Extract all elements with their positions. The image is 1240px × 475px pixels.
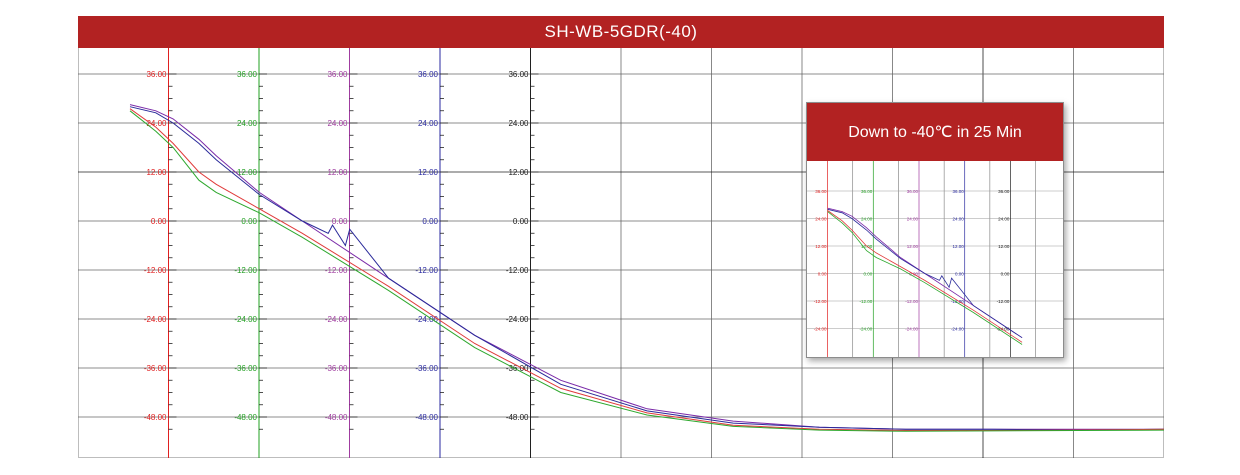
y-tick-label: -24.00 <box>234 315 257 324</box>
y-tick-label: -36.00 <box>415 364 438 373</box>
inset-y-tick-label: -12.00 <box>814 299 827 304</box>
y-tick-label: 36.00 <box>418 70 439 79</box>
inset-y-tick-label: 12.00 <box>952 244 964 249</box>
y-tick-label: -24.00 <box>325 315 348 324</box>
y-tick-label: 36.00 <box>237 70 258 79</box>
y-tick-label: -36.00 <box>325 364 348 373</box>
y-tick-label: -24.00 <box>506 315 529 324</box>
inset-y-tick-label: 0.00 <box>818 272 827 277</box>
y-tick-label: -36.00 <box>144 364 167 373</box>
y-tick-label: 24.00 <box>146 119 167 128</box>
inset-series-line <box>827 211 1023 345</box>
y-tick-label: 12.00 <box>418 168 439 177</box>
inset-series-line <box>827 208 1023 339</box>
inset-y-tick-label: 12.00 <box>907 244 919 249</box>
series-line <box>129 110 1164 432</box>
inset-y-tick-label: -12.00 <box>860 299 873 304</box>
inset-chart-panel: Down to -40℃ in 25 Min 36.00 24.00 12.00 0.… <box>806 102 1064 358</box>
y-tick-label: -12.00 <box>325 266 348 275</box>
inset-series-line <box>827 210 1023 343</box>
inset-y-tick-label: 24.00 <box>952 217 964 222</box>
inset-y-tick-label: 36.00 <box>907 189 919 194</box>
y-tick-label: -12.00 <box>144 266 167 275</box>
inset-y-tick-label: 12.00 <box>998 244 1010 249</box>
series-line <box>129 106 1164 431</box>
y-tick-label: -48.00 <box>506 413 529 422</box>
y-tick-label: -12.00 <box>506 266 529 275</box>
y-tick-label: 0.00 <box>513 217 529 226</box>
y-tick-label: 0.00 <box>332 217 348 226</box>
inset-y-tick-label: 24.00 <box>861 217 873 222</box>
inset-y-tick-label: 36.00 <box>952 189 964 194</box>
inset-y-tick-label: -24.00 <box>905 327 918 332</box>
y-tick-label: 12.00 <box>327 168 348 177</box>
inset-chart: 36.00 24.00 12.00 0.00 -12.00 -24.00 36.00 24.0… <box>807 161 1063 357</box>
inset-y-tick-label: 36.00 <box>998 189 1010 194</box>
chart-title: SH-WB-5GDR(-40) <box>544 22 698 41</box>
y-tick-label: -48.00 <box>144 413 167 422</box>
y-tick-label: 0.00 <box>151 217 167 226</box>
inset-y-tick-label: -12.00 <box>997 299 1010 304</box>
y-tick-label: -48.00 <box>325 413 348 422</box>
y-tick-label: 36.00 <box>508 70 529 79</box>
y-tick-label: 12.00 <box>508 168 529 177</box>
inset-y-tick-label: 0.00 <box>1001 272 1010 277</box>
inset-y-tick-label: -12.00 <box>951 299 964 304</box>
inset-y-tick-label: 24.00 <box>998 217 1010 222</box>
inset-y-tick-label: -24.00 <box>814 327 827 332</box>
inset-y-tick-label: -24.00 <box>951 327 964 332</box>
y-tick-label: 24.00 <box>237 119 258 128</box>
chart-title-bar: SH-WB-5GDR(-40) <box>78 16 1164 48</box>
y-tick-label: 12.00 <box>146 168 167 177</box>
inset-y-tick-label: 12.00 <box>815 244 827 249</box>
inset-title-bar: Down to -40℃ in 25 Min <box>807 103 1063 161</box>
y-tick-label: 36.00 <box>327 70 348 79</box>
inset-y-tick-label: 36.00 <box>861 189 873 194</box>
y-tick-label: -24.00 <box>144 315 167 324</box>
inset-y-tick-label: -12.00 <box>905 299 918 304</box>
y-tick-label: -48.00 <box>234 413 257 422</box>
inset-y-tick-label: 0.00 <box>864 272 873 277</box>
y-tick-label: -24.00 <box>415 315 438 324</box>
inset-y-tick-label: 24.00 <box>815 217 827 222</box>
y-tick-label: 24.00 <box>327 119 348 128</box>
y-tick-label: -12.00 <box>415 266 438 275</box>
y-tick-label: 24.00 <box>418 119 439 128</box>
inset-y-tick-label: 24.00 <box>907 217 919 222</box>
inset-y-tick-label: -24.00 <box>997 327 1010 332</box>
series-line <box>129 108 1164 431</box>
inset-title: Down to -40℃ in 25 Min <box>848 124 1022 141</box>
inset-y-tick-label: -24.00 <box>860 327 873 332</box>
y-tick-label: 0.00 <box>422 217 438 226</box>
y-tick-label: 24.00 <box>508 119 529 128</box>
y-tick-label: 36.00 <box>146 70 167 79</box>
y-tick-label: -48.00 <box>415 413 438 422</box>
y-tick-label: -12.00 <box>234 266 257 275</box>
y-tick-label: -36.00 <box>506 364 529 373</box>
y-tick-label: -36.00 <box>234 364 257 373</box>
y-tick-label: 12.00 <box>237 168 258 177</box>
y-tick-label: 0.00 <box>241 217 257 226</box>
inset-y-tick-label: 0.00 <box>955 272 964 277</box>
inset-y-tick-label: 36.00 <box>815 189 827 194</box>
inset-series-line <box>827 207 1023 339</box>
